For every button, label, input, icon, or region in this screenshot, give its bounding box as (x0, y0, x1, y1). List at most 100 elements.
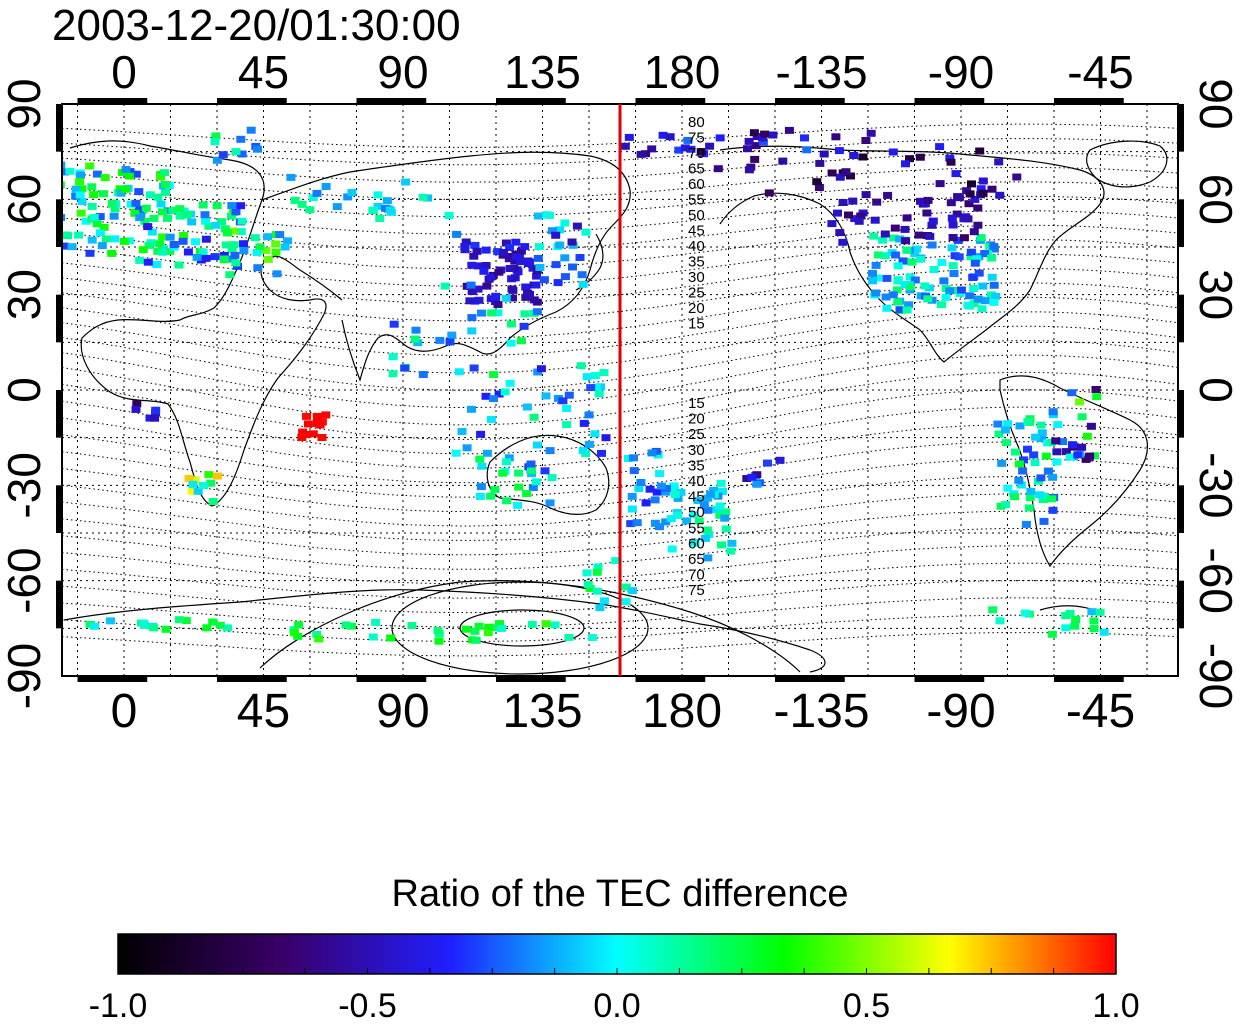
tec-cell (916, 197, 925, 205)
tec-cell (461, 625, 471, 633)
tec-cell (175, 205, 185, 213)
colorbar-tick-label: 0.0 (593, 987, 640, 1024)
tec-cell (317, 434, 327, 441)
tec-cell (231, 259, 241, 267)
tec-cell (312, 413, 322, 420)
tec-cell (898, 257, 908, 265)
tec-cell (927, 241, 937, 249)
frame-bar (56, 390, 61, 438)
tec-cell (486, 415, 496, 423)
tec-cell (130, 209, 140, 217)
tec-cell (529, 296, 539, 304)
tec-cell (914, 231, 924, 239)
tec-cell (641, 499, 651, 507)
tec-cell (1037, 435, 1047, 442)
tec-cell (62, 181, 65, 189)
tec-cell (948, 234, 958, 241)
frame-bar (496, 677, 566, 682)
tec-cell (1052, 458, 1062, 466)
coastlines (63, 140, 1168, 675)
tec-cell (866, 129, 876, 137)
tec-cell (199, 482, 208, 489)
tec-cell (516, 247, 526, 255)
tec-cell (901, 160, 910, 168)
tec-cell (98, 190, 108, 198)
tec-cell (946, 158, 956, 166)
tec-cell (861, 137, 871, 144)
tec-cell (198, 248, 208, 256)
frame-bar (56, 485, 61, 533)
tec-cell (511, 238, 521, 246)
tec-cell (715, 134, 725, 142)
tec-cell (491, 292, 501, 300)
tec-cell (221, 241, 231, 249)
tec-cell (473, 285, 483, 293)
tec-cell (151, 406, 161, 414)
tec-cell (481, 262, 491, 269)
tec-cell (532, 272, 542, 280)
frame-bar (1179, 104, 1184, 152)
colorbar-tick-label: -0.5 (338, 987, 397, 1024)
bottom-longitude-labels: 0 45 90 135 180 -135 -90 -45 (111, 685, 1136, 738)
contour-label: 60 (688, 535, 705, 552)
contour-label: 30 (688, 442, 705, 459)
left-latitude-labels: 90 60 30 0 -30 -60 -90 (0, 78, 50, 709)
tec-cell (65, 167, 75, 175)
tec-cell (835, 173, 845, 181)
tec-cell (888, 291, 898, 299)
tec-cell (1037, 429, 1047, 437)
tec-cell (974, 269, 984, 277)
tec-cell (587, 634, 597, 641)
tec-cell (763, 459, 772, 467)
tec-cell (81, 217, 91, 225)
top-longitude-labels: 0 45 90 135 180 -135 -90 -45 (111, 46, 1134, 98)
tec-cell (302, 431, 311, 438)
tec-cell (239, 240, 248, 248)
tec-cell (718, 488, 728, 495)
tec-cell (742, 475, 752, 482)
tec-cell (178, 237, 188, 245)
tec-cell (493, 309, 503, 317)
tec-cell (501, 294, 511, 302)
tec-cell (978, 282, 988, 290)
tec-cell (502, 458, 511, 466)
tec-cell (347, 189, 357, 196)
tec-cell (321, 411, 331, 419)
tec-cell (560, 254, 570, 262)
colorbar-ticks: -1.0 -0.5 0.0 0.5 1.0 (89, 968, 1140, 1024)
tec-cell (595, 604, 605, 612)
tec-cell (271, 240, 281, 248)
contour-label: 15 (688, 395, 705, 412)
tec-cell (454, 368, 464, 376)
tec-cell (1024, 504, 1034, 512)
tec-cell (153, 247, 163, 255)
tec-cell (627, 587, 637, 595)
tec-cell (758, 138, 768, 146)
tec-cell (562, 405, 572, 412)
tec-cell (848, 197, 858, 205)
lat-tick-label: 0 (0, 377, 50, 403)
tec-cell (201, 217, 211, 225)
contour-label: 65 (688, 551, 705, 568)
tec-cell (726, 547, 736, 555)
lat-tick-label: -30 (1190, 452, 1240, 518)
tec-cell (752, 133, 762, 141)
tec-cell (973, 204, 983, 212)
tec-cell (1014, 476, 1024, 484)
tec-cell (211, 221, 221, 229)
frame-bar (635, 677, 706, 682)
tec-cell (970, 259, 980, 267)
tec-cell (223, 624, 232, 632)
tec-cell (533, 212, 543, 220)
contour-label: 80 (688, 114, 705, 131)
tec-cell (1039, 517, 1049, 525)
tec-cell (709, 487, 718, 494)
tec-cell (626, 520, 636, 528)
tec-cell (153, 193, 163, 201)
tec-cell (937, 301, 946, 309)
tec-cell (814, 184, 824, 191)
tec-cell (410, 335, 420, 343)
tec-cell (1051, 437, 1061, 445)
tec-cell (1023, 418, 1033, 425)
tec-cell (665, 133, 675, 141)
